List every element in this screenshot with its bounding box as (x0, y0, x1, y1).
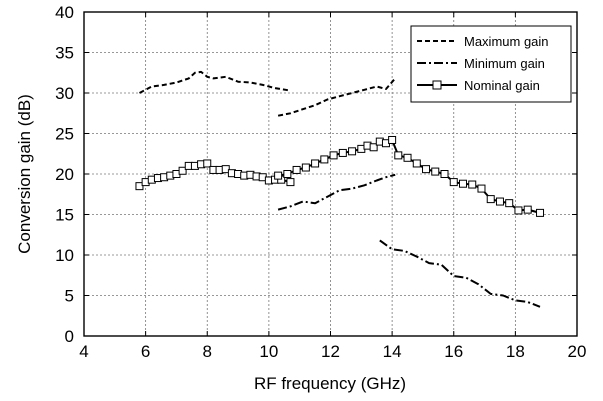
data-point-nominal-gain-1-3 (301, 163, 310, 172)
data-point-nominal-gain-0-14 (221, 165, 230, 174)
series-line-maximum-gain-0 (139, 70, 291, 94)
legend-marker-nominal-gain (432, 80, 442, 90)
y-tick-label-0: 0 (65, 327, 74, 346)
data-point-nominal-gain-1-14 (388, 135, 397, 144)
series-line-maximum-gain-1 (277, 77, 396, 117)
legend-label-maximum-gain: Maximum gain (464, 34, 549, 49)
y-tick-label-5: 25 (55, 125, 74, 144)
x-tick-label-3: 10 (259, 342, 278, 361)
data-point-nominal-gain-1-28 (514, 206, 523, 215)
y-tick-label-7: 35 (55, 44, 74, 63)
data-point-nominal-gain-1-30 (536, 208, 545, 217)
x-tick-label-8: 20 (568, 342, 587, 361)
legend: Maximum gain Minimum gain Nominal gain (410, 25, 572, 103)
data-point-nominal-gain-1-2 (292, 165, 301, 174)
data-point-nominal-gain-1-18 (422, 165, 431, 174)
data-point-nominal-gain-0-11 (203, 159, 212, 168)
data-point-nominal-gain-1-21 (449, 178, 458, 187)
y-tick-label-6: 30 (55, 84, 74, 103)
data-point-nominal-gain-1-4 (311, 159, 320, 168)
data-point-nominal-gain-1-7 (338, 148, 347, 157)
data-point-nominal-gain-1-19 (431, 167, 440, 176)
x-tick-label-4: 12 (321, 342, 340, 361)
data-point-nominal-gain-1-11 (369, 143, 378, 152)
x-tick-label-2: 8 (203, 342, 212, 361)
data-point-nominal-gain-0-0 (135, 182, 144, 191)
data-point-nominal-gain-1-23 (468, 180, 477, 189)
legend-label-minimum-gain: Minimum gain (464, 56, 545, 71)
series-layer (135, 70, 545, 308)
data-point-nominal-gain-1-27 (505, 199, 514, 208)
data-point-nominal-gain-1-5 (320, 155, 329, 164)
series-minimum-gain (277, 173, 541, 308)
x-tick-label-6: 16 (444, 342, 463, 361)
data-point-nominal-gain-1-16 (403, 153, 412, 162)
data-point-nominal-gain-1-20 (440, 170, 449, 178)
series-nominal-gain (135, 135, 545, 217)
y-tick-label-8: 40 (55, 3, 74, 22)
data-point-nominal-gain-1-29 (523, 205, 532, 214)
data-point-nominal-gain-0-7 (178, 166, 187, 175)
data-point-nominal-gain-1-15 (394, 151, 403, 160)
x-tick-label-0: 4 (79, 342, 88, 361)
y-axis-label: Conversion gain (dB) (15, 94, 34, 254)
tick-labels: 4 6 8 10 12 14 16 18 20 0 5 10 15 20 25 30 35 40 (55, 3, 586, 361)
data-point-nominal-gain-0-24 (286, 178, 295, 187)
series-line-minimum-gain-0 (277, 173, 396, 211)
y-tick-label-1: 5 (65, 287, 74, 306)
data-point-nominal-gain-1-6 (329, 151, 338, 160)
y-tick-label-3: 15 (55, 206, 74, 225)
data-point-nominal-gain-1-17 (412, 159, 421, 168)
x-tick-label-7: 18 (506, 342, 525, 361)
x-axis-label: RF frequency (GHz) (254, 374, 406, 393)
data-point-nominal-gain-1-0 (274, 171, 283, 180)
y-tick-label-2: 10 (55, 246, 74, 265)
data-point-nominal-gain-1-26 (495, 197, 504, 206)
y-tick-label-4: 20 (55, 165, 74, 184)
x-tick-label-1: 6 (141, 342, 150, 361)
data-point-nominal-gain-1-25 (486, 195, 495, 204)
x-tick-label-5: 14 (383, 342, 402, 361)
series-line-minimum-gain-1 (379, 239, 541, 308)
data-point-nominal-gain-1-24 (477, 184, 486, 193)
series-maximum-gain (139, 70, 396, 117)
data-point-nominal-gain-1-22 (458, 179, 467, 188)
data-point-nominal-gain-1-1 (283, 170, 292, 178)
legend-label-nominal-gain: Nominal gain (464, 78, 540, 93)
data-point-nominal-gain-1-8 (348, 147, 357, 156)
